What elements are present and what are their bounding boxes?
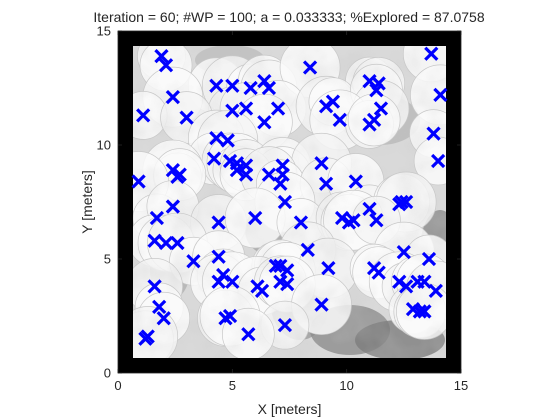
waypoint-marker [421, 251, 437, 267]
waypoint-marker [270, 101, 286, 116]
waypoint-marker [371, 265, 386, 280]
waypoint-marker [334, 210, 350, 226]
waypoint-marker [209, 131, 224, 146]
waypoint-marker [433, 87, 448, 102]
waypoint-marker [261, 167, 277, 182]
waypoint-marker [318, 99, 334, 114]
axis-ticks: 0 5 10 15 0 5 10 15 [97, 24, 469, 394]
waypoint-marker [325, 94, 341, 109]
waypoint-marker [147, 233, 162, 248]
map-texture [133, 46, 446, 358]
waypoint-marker [277, 194, 293, 210]
waypoint-marker [136, 108, 151, 123]
waypoint-marker [332, 112, 347, 128]
waypoint-markers [131, 46, 448, 346]
waypoint-marker [165, 89, 181, 105]
waypoint-marker [158, 58, 174, 73]
waypoint-marker [156, 311, 171, 326]
waypoint-marker [424, 46, 439, 61]
waypoint-marker [302, 60, 318, 75]
waypoint-marker [273, 258, 288, 273]
waypoint-marker [280, 263, 295, 278]
waypoint-marker [243, 80, 258, 96]
waypoint-marker [131, 174, 146, 189]
y-tick-label: 5 [104, 252, 111, 267]
axes-box [117, 30, 462, 374]
x-tick-label: 5 [229, 378, 236, 393]
waypoint-marker [293, 215, 309, 230]
waypoint-marker [149, 210, 165, 226]
x-tick-label: 15 [454, 378, 468, 393]
waypoint-marker [241, 327, 256, 342]
waypoint-marker [314, 297, 329, 312]
waypoint-marker [348, 174, 363, 189]
waypoint-marker [206, 151, 222, 166]
waypoint-marker [431, 153, 446, 169]
y-tick-label: 10 [97, 138, 111, 153]
waypoint-marker [369, 83, 384, 98]
waypoint-marker [165, 199, 181, 214]
waypoint-marker [186, 254, 201, 269]
waypoint-marker [140, 329, 155, 344]
waypoint-marker [346, 213, 361, 228]
waypoint-marker [222, 308, 238, 324]
waypoint-marker [225, 78, 240, 93]
chart-title: Iteration = 60; #WP = 100; a = 0.033333;… [93, 9, 484, 25]
waypoint-marker [369, 213, 384, 228]
waypoint-marker [392, 274, 407, 289]
waypoint-marker [179, 110, 194, 125]
waypoint-marker [412, 304, 427, 319]
waypoint-marker [398, 279, 414, 294]
waypoint-marker [273, 176, 288, 191]
waypoint-marker [280, 276, 295, 292]
waypoint-marker [216, 267, 231, 283]
waypoint-marker [428, 283, 443, 299]
waypoint-marker [211, 249, 226, 264]
waypoint-marker [154, 48, 169, 64]
waypoint-marker [261, 80, 277, 96]
waypoint-marker [220, 133, 235, 148]
waypoint-marker [277, 317, 293, 333]
waypoint-marker [417, 274, 432, 289]
waypoint-marker [417, 304, 432, 319]
waypoint-marker [172, 167, 187, 182]
waypoint-marker [238, 101, 254, 116]
waypoint-marker [321, 260, 336, 276]
waypoint-marker [225, 274, 240, 289]
x-tick-label: 0 [114, 378, 121, 393]
waypoint-marker [396, 245, 411, 260]
waypoint-marker [165, 162, 181, 178]
waypoint-marker [373, 101, 389, 116]
x-tick-label: 10 [339, 378, 353, 393]
waypoint-marker [257, 74, 272, 89]
waypoint-marker [225, 103, 240, 118]
x-axis-label: X [meters] [258, 401, 322, 417]
waypoint-marker [211, 215, 226, 230]
waypoint-marker [238, 167, 254, 182]
waypoint-marker [209, 78, 224, 93]
waypoint-marker [318, 176, 334, 191]
y-tick-label: 15 [97, 24, 111, 39]
waypoint-marker [394, 194, 409, 210]
waypoint-marker [366, 112, 382, 128]
waypoint-marker [257, 115, 272, 130]
waypoint-marker [362, 201, 377, 216]
waypoint-marker [211, 274, 226, 289]
waypoint-marker [426, 126, 441, 141]
waypoint-marker [314, 156, 329, 171]
waypoint-marker [152, 299, 167, 315]
waypoint-marker [229, 162, 245, 178]
waypoint-marker [170, 235, 185, 251]
waypoint-marker [158, 235, 174, 251]
waypoint-marker [268, 258, 283, 273]
y-axis-label: Y [meters] [79, 170, 95, 234]
y-tick-label: 0 [104, 366, 111, 381]
waypoint-marker [254, 283, 270, 299]
waypoint-marker [248, 210, 263, 226]
waypoint-marker [147, 279, 162, 294]
waypoint-marker [300, 242, 315, 258]
waypoint-marker [398, 194, 414, 210]
